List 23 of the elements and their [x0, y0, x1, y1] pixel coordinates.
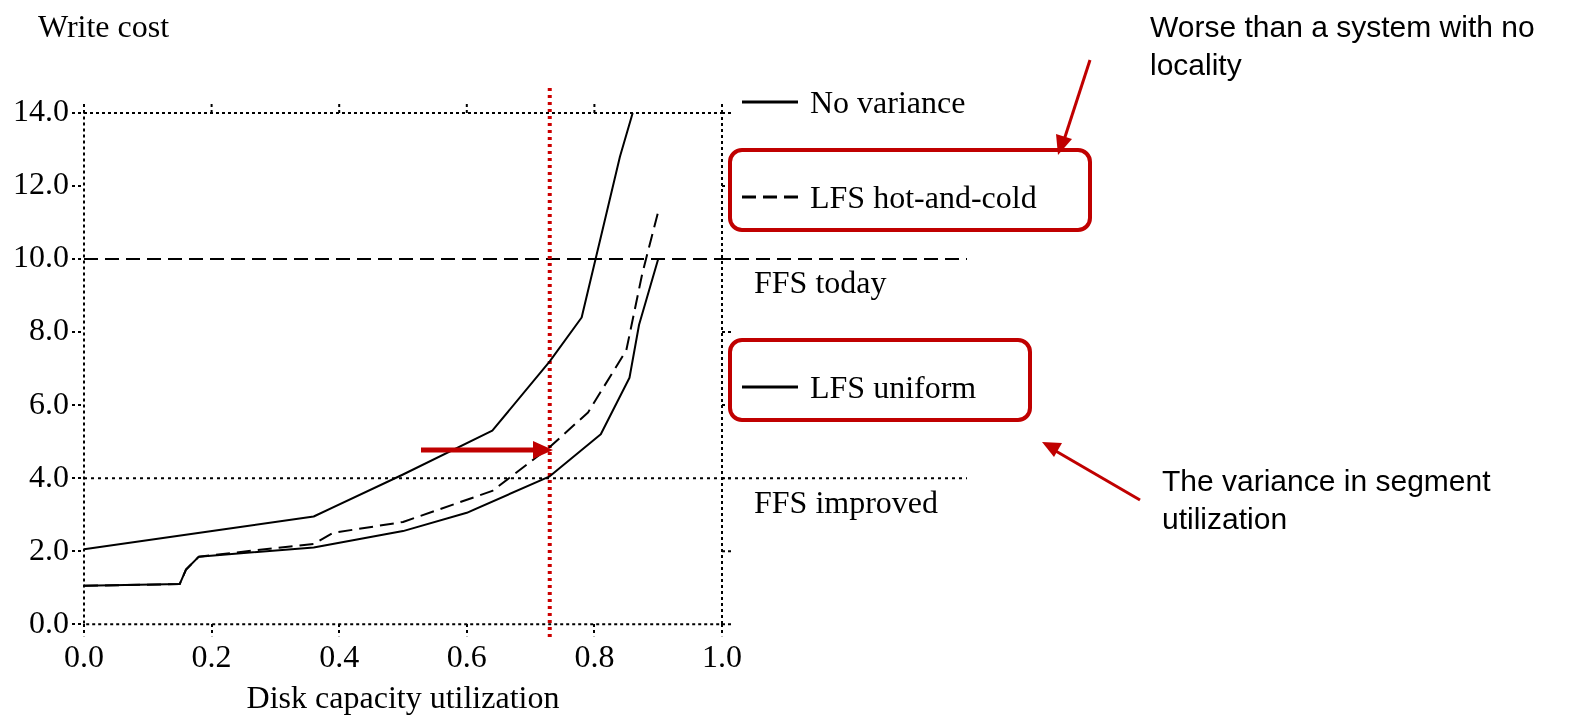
x-tick-label: 0.6	[446, 637, 487, 674]
y-tick-label: 10.0	[13, 238, 69, 275]
y-tick-label: 14.0	[13, 92, 69, 129]
x-tick-label: 0.2	[191, 637, 232, 674]
x-tick-label: 0.4	[319, 637, 360, 674]
ref-line-label: FFS improved	[754, 483, 939, 520]
y-tick-label: 4.0	[29, 457, 69, 494]
x-tick-label: 0.0	[64, 637, 104, 674]
y-tick-label: 6.0	[29, 384, 69, 421]
text: Worse than a system with no locality	[1150, 9, 1536, 83]
y-tick-label: 0.0	[29, 603, 69, 640]
legend-label: No variance	[810, 83, 966, 120]
legend-label: LFS hot-and-cold	[810, 178, 1037, 215]
y-axis-title: Write cost	[38, 8, 170, 45]
text: The variance in segment utilization	[1162, 463, 1492, 537]
y-tick-label: 12.0	[13, 165, 69, 202]
x-tick-label: 1.0	[702, 637, 742, 674]
ref-line-label: FFS today	[754, 264, 887, 301]
x-tick-label: 0.8	[574, 637, 615, 674]
y-tick-label: 2.0	[29, 530, 69, 567]
x-axis-title: Disk capacity utilization	[246, 679, 560, 716]
y-tick-label: 8.0	[29, 311, 69, 348]
legend-label: LFS uniform	[810, 368, 977, 405]
